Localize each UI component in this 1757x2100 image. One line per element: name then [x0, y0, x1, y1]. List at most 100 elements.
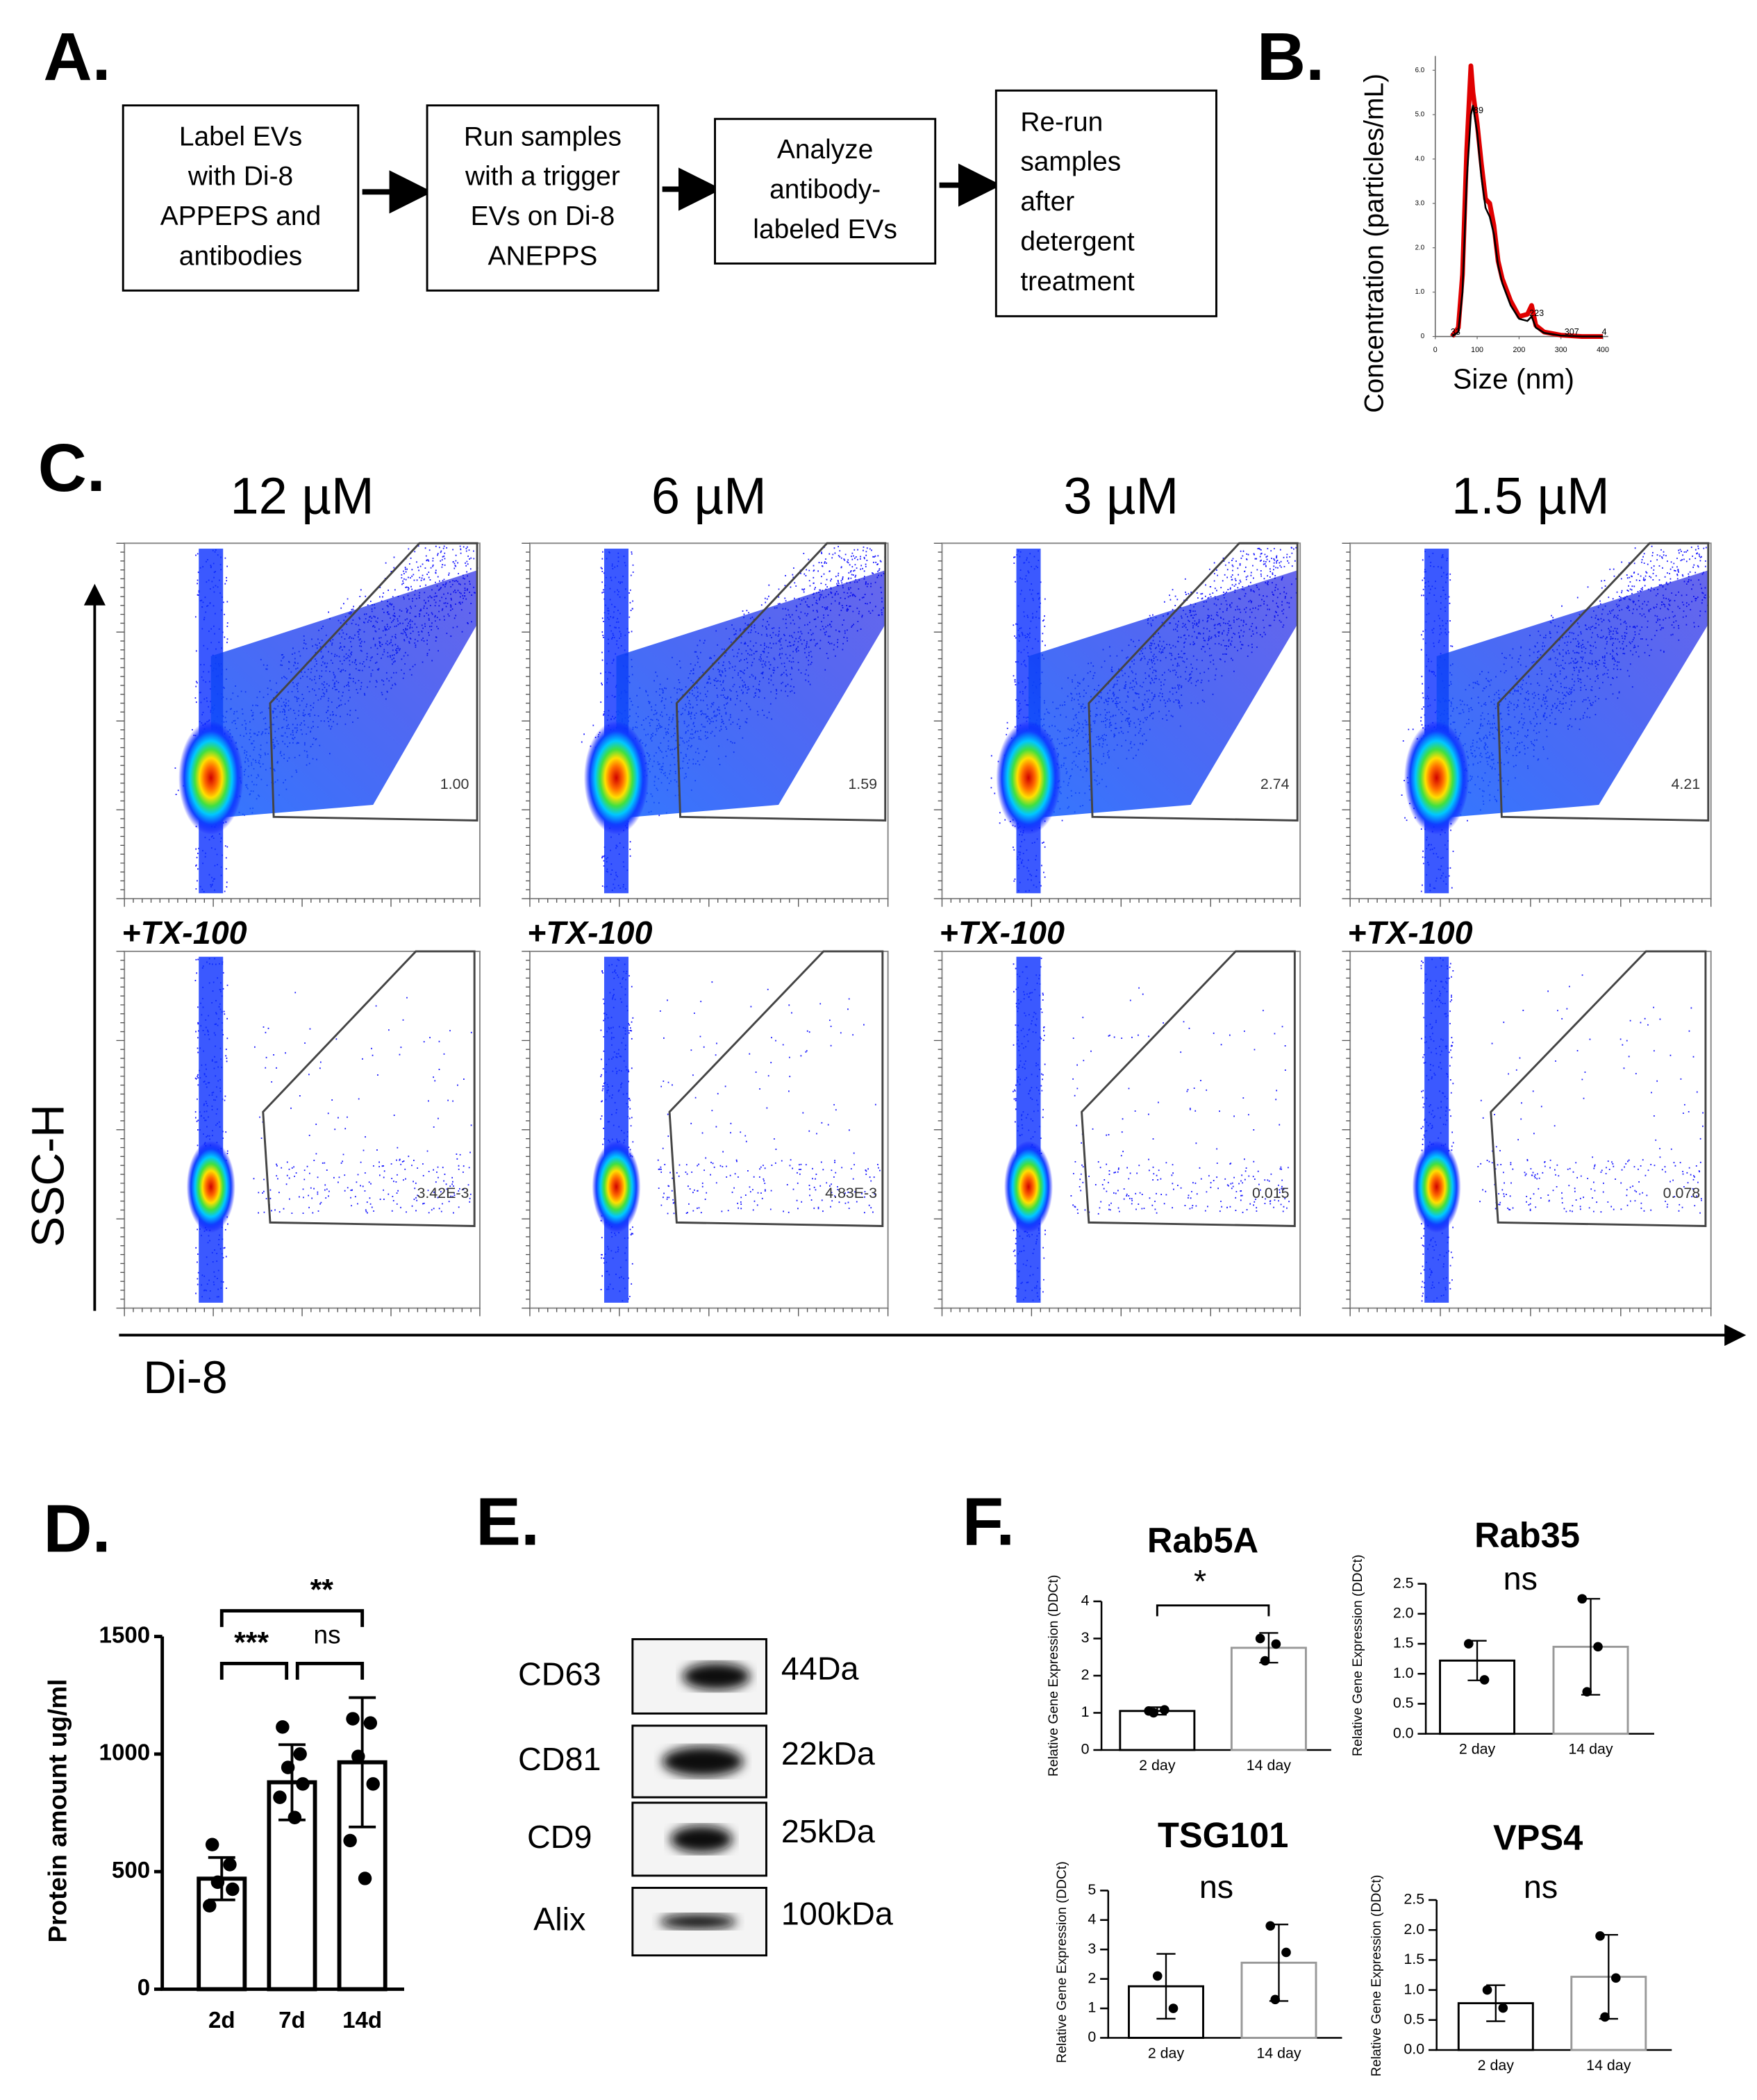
- plot-ticks: [1342, 951, 1712, 1317]
- plot-ticks: [522, 542, 889, 907]
- y-tick-label: 2.0: [1404, 1921, 1424, 1938]
- flow-plot: 0.078: [1342, 950, 1712, 1317]
- data-point: [1593, 1642, 1603, 1652]
- chart-title: TSG101: [1158, 1815, 1288, 1855]
- x-tick-label: 2 day: [1148, 2044, 1185, 2061]
- gate: [1081, 950, 1296, 1228]
- y-tick-label: 1500: [99, 1622, 151, 1648]
- plot-ticks: [933, 542, 1301, 907]
- data-point: [288, 1810, 302, 1824]
- peak-label: 307: [1565, 327, 1579, 337]
- flow-text: with Di-8: [188, 162, 293, 192]
- y-tick-label: 2.5: [1393, 1574, 1414, 1591]
- flow-text: Analyze: [777, 135, 873, 165]
- error-bar: [1156, 1953, 1176, 2020]
- y-tick-label: 5: [1088, 1881, 1096, 1898]
- flow-box: [426, 104, 660, 292]
- treatment-label: +TX-100: [1347, 915, 1472, 951]
- panel-label: C.: [38, 430, 106, 506]
- axis-label: SSC-H: [23, 1104, 74, 1247]
- data-point: [1281, 1947, 1291, 1958]
- data-point: [205, 1838, 219, 1851]
- y-axis-label: Concentration (particles/mL): [1359, 74, 1389, 413]
- y-tick-label: 2.5: [1404, 1891, 1424, 1908]
- x-tick-label: 14 day: [1586, 2057, 1631, 2074]
- concentration: 6 µM: [651, 467, 767, 525]
- y-tick-label: 5.0: [1415, 111, 1425, 119]
- plot-frame: [941, 950, 1301, 1309]
- data-point: [1265, 1921, 1276, 1931]
- data-point: [343, 1833, 357, 1848]
- x-tick-label: 14 day: [1247, 1757, 1292, 1774]
- y-axis-label: Protein amount ug/ml: [44, 1679, 72, 1943]
- flow-text: Run samples: [464, 122, 622, 151]
- density-core: [1412, 1140, 1461, 1233]
- flow-text: antibodies: [179, 241, 302, 271]
- gate: [675, 542, 887, 822]
- y-tick-label: 3: [1088, 1940, 1096, 1957]
- y-tick-label: 2: [1081, 1667, 1090, 1683]
- concentration: 1.5 µM: [1451, 467, 1610, 525]
- data-point: [276, 1720, 290, 1734]
- y-tick-label: 0.5: [1393, 1694, 1414, 1711]
- chart-title: Rab5A: [1147, 1521, 1258, 1560]
- blot-name: Alix: [533, 1901, 585, 1937]
- treatment-label: +TX-100: [527, 915, 652, 951]
- x-tick-label: 0: [1433, 346, 1438, 354]
- treatment-label: +TX-100: [940, 915, 1065, 951]
- flow-text: samples: [1020, 147, 1121, 177]
- y-tick-label: 6.0: [1415, 67, 1425, 74]
- panel-label: F.: [963, 1484, 1015, 1560]
- axis: [1107, 1890, 1342, 2039]
- error-bar: [349, 1696, 376, 1828]
- significance: **: [310, 1574, 334, 1607]
- y-tick-label: 1: [1088, 1999, 1096, 2016]
- data-point: [1482, 1985, 1492, 1995]
- data-point: [1595, 1931, 1605, 1941]
- data-point: [226, 1882, 240, 1897]
- peak-label: 223: [1529, 308, 1544, 318]
- y-axis-label: Relative Gene Expression (DDCt): [1369, 1875, 1384, 2077]
- flow-plot: 4.21: [1342, 542, 1712, 907]
- y-tick-label: 4: [1081, 1592, 1090, 1609]
- y-tick-label: 0.0: [1404, 2041, 1424, 2058]
- flow-box: [994, 89, 1217, 317]
- gate: [668, 950, 884, 1228]
- x-tick-label: 100: [1471, 346, 1483, 354]
- data-point: [1270, 1994, 1281, 2005]
- density-core: [178, 721, 244, 835]
- y-tick-label: 4.0: [1415, 156, 1425, 163]
- blot-name: CD63: [518, 1656, 601, 1692]
- data-point: [1255, 1633, 1265, 1644]
- flow-plot: 1.00: [116, 542, 481, 907]
- flow-plot: 0.015: [933, 950, 1301, 1317]
- event-band: [1016, 956, 1041, 1303]
- flow-plot: 1.59: [522, 542, 889, 907]
- flow-text: detergent: [1020, 227, 1135, 257]
- flow-text: after: [1020, 187, 1074, 217]
- plot-frame: [528, 950, 889, 1309]
- significance: ns: [1199, 1869, 1233, 1905]
- event-cloud: [210, 570, 478, 819]
- chart-title: Rab35: [1474, 1515, 1580, 1555]
- plot-ticks: [116, 542, 481, 907]
- blot-band: [682, 1662, 751, 1690]
- y-tick-label: 3: [1081, 1629, 1090, 1646]
- x-tick-label: 2d: [208, 2008, 235, 2033]
- data-point: [273, 1790, 287, 1804]
- gate: [1497, 542, 1710, 822]
- error-bar: [1486, 1984, 1506, 2022]
- event-cloud: [616, 570, 885, 819]
- x-tick-label: 14 day: [1568, 1741, 1613, 1758]
- data-point: [1582, 1687, 1592, 1697]
- significance: ns: [1524, 1869, 1558, 1905]
- blot-band: [659, 1914, 737, 1929]
- panel-label: E.: [476, 1484, 540, 1560]
- x-tick-label: 2 day: [1478, 2057, 1515, 2074]
- y-tick-label: 1000: [99, 1740, 151, 1766]
- x-tick-label: 400: [1597, 346, 1609, 354]
- y-tick-label: 3.0: [1415, 199, 1425, 207]
- peak-label: 33: [1451, 327, 1460, 337]
- y-tick-label: 1.0: [1415, 288, 1425, 296]
- panel-label: A.: [43, 19, 110, 94]
